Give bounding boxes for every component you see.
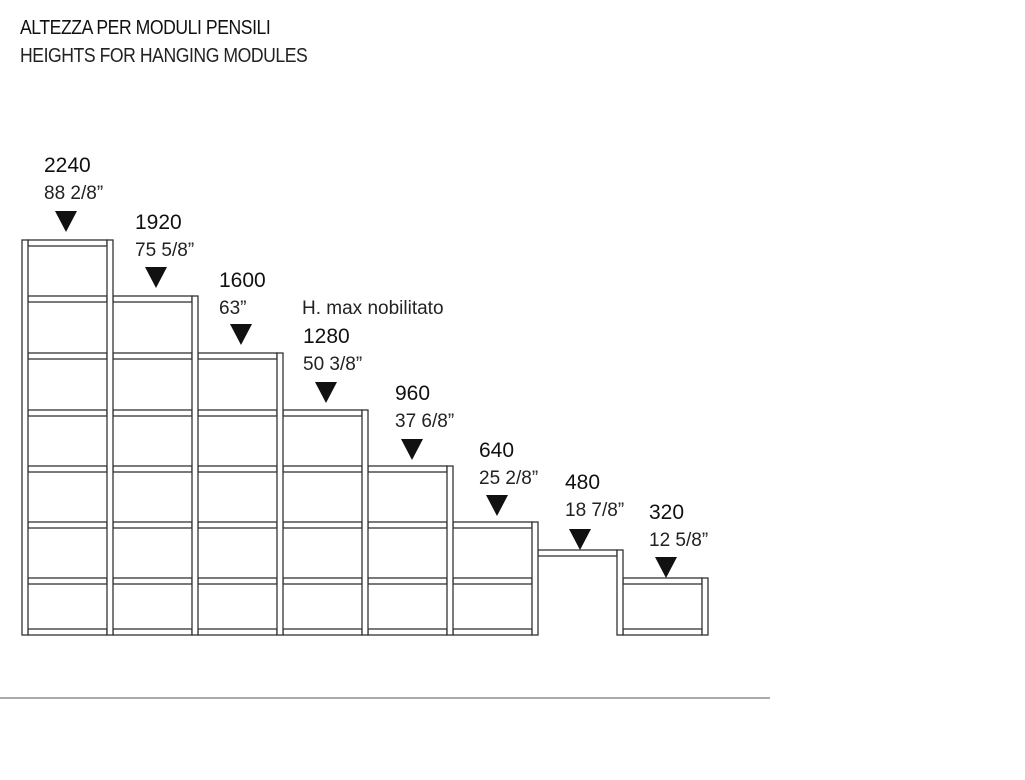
- height-mm-label: 640: [479, 439, 514, 462]
- shelf: [27, 352, 108, 360]
- shelf: [367, 577, 448, 585]
- shelf: [197, 465, 278, 473]
- shelf: [27, 577, 108, 585]
- upright-post: [446, 465, 454, 636]
- shelf: [197, 521, 278, 529]
- down-arrow-icon: [655, 557, 677, 578]
- height-inch-label: 37 6/8”: [395, 411, 454, 432]
- shelf: [112, 352, 193, 360]
- shelf: [367, 465, 448, 473]
- height-mm-label: 2240: [44, 154, 91, 177]
- down-arrow-icon: [486, 495, 508, 516]
- shelf: [452, 521, 533, 529]
- height-inch-label: 12 5/8”: [649, 530, 708, 551]
- upright-post: [361, 409, 369, 636]
- down-arrow-icon: [55, 211, 77, 232]
- shelf: [622, 577, 703, 585]
- bottom-shelf: [622, 628, 703, 636]
- height-mm-label: 1600: [219, 269, 266, 292]
- height-mm-label: 320: [649, 501, 684, 524]
- shelf: [27, 409, 108, 417]
- down-arrow-icon: [569, 529, 591, 550]
- upright-post: [191, 295, 199, 636]
- shelf: [27, 239, 108, 247]
- height-inch-label: 63”: [219, 298, 246, 319]
- down-arrow-icon: [230, 324, 252, 345]
- shelf: [282, 577, 363, 585]
- subtitle: HEIGHTS FOR HANGING MODULES: [20, 45, 308, 67]
- upright-post: [106, 239, 114, 636]
- height-inch-label: 75 5/8”: [135, 240, 194, 261]
- bottom-shelf: [367, 628, 448, 636]
- upright-post: [531, 521, 539, 636]
- shelf: [112, 409, 193, 417]
- shelf: [27, 465, 108, 473]
- upright-post: [21, 239, 29, 636]
- height-inch-label: 18 7/8”: [565, 500, 624, 521]
- bottom-shelf: [452, 628, 533, 636]
- height-mm-label: 960: [395, 382, 430, 405]
- height-inch-label: 50 3/8”: [303, 354, 362, 375]
- shelf: [282, 465, 363, 473]
- bottom-shelf: [197, 628, 278, 636]
- shelf: [112, 295, 193, 303]
- shelf: [282, 521, 363, 529]
- bottom-shelf: [27, 628, 108, 636]
- bottom-shelf: [112, 628, 193, 636]
- height-mm-label: 1280: [303, 325, 350, 348]
- shelf: [27, 295, 108, 303]
- down-arrow-icon: [315, 382, 337, 403]
- shelf: [112, 465, 193, 473]
- down-arrow-icon: [401, 439, 423, 460]
- shelf: [537, 549, 618, 557]
- title: ALTEZZA PER MODULI PENSILI: [20, 17, 271, 39]
- upright-post: [701, 577, 709, 636]
- shelf: [197, 577, 278, 585]
- note-label: H. max nobilitato: [302, 298, 444, 319]
- height-mm-label: 480: [565, 471, 600, 494]
- shelf: [197, 409, 278, 417]
- shelf: [282, 409, 363, 417]
- shelf: [27, 521, 108, 529]
- down-arrow-icon: [145, 267, 167, 288]
- bottom-shelf: [282, 628, 363, 636]
- shelf: [197, 352, 278, 360]
- upright-post: [616, 549, 624, 636]
- height-mm-label: 1920: [135, 211, 182, 234]
- upright-post: [276, 352, 284, 636]
- shelf: [112, 577, 193, 585]
- shelf: [452, 577, 533, 585]
- height-inch-label: 88 2/8”: [44, 183, 103, 204]
- height-inch-label: 25 2/8”: [479, 468, 538, 489]
- shelf: [112, 521, 193, 529]
- shelf: [367, 521, 448, 529]
